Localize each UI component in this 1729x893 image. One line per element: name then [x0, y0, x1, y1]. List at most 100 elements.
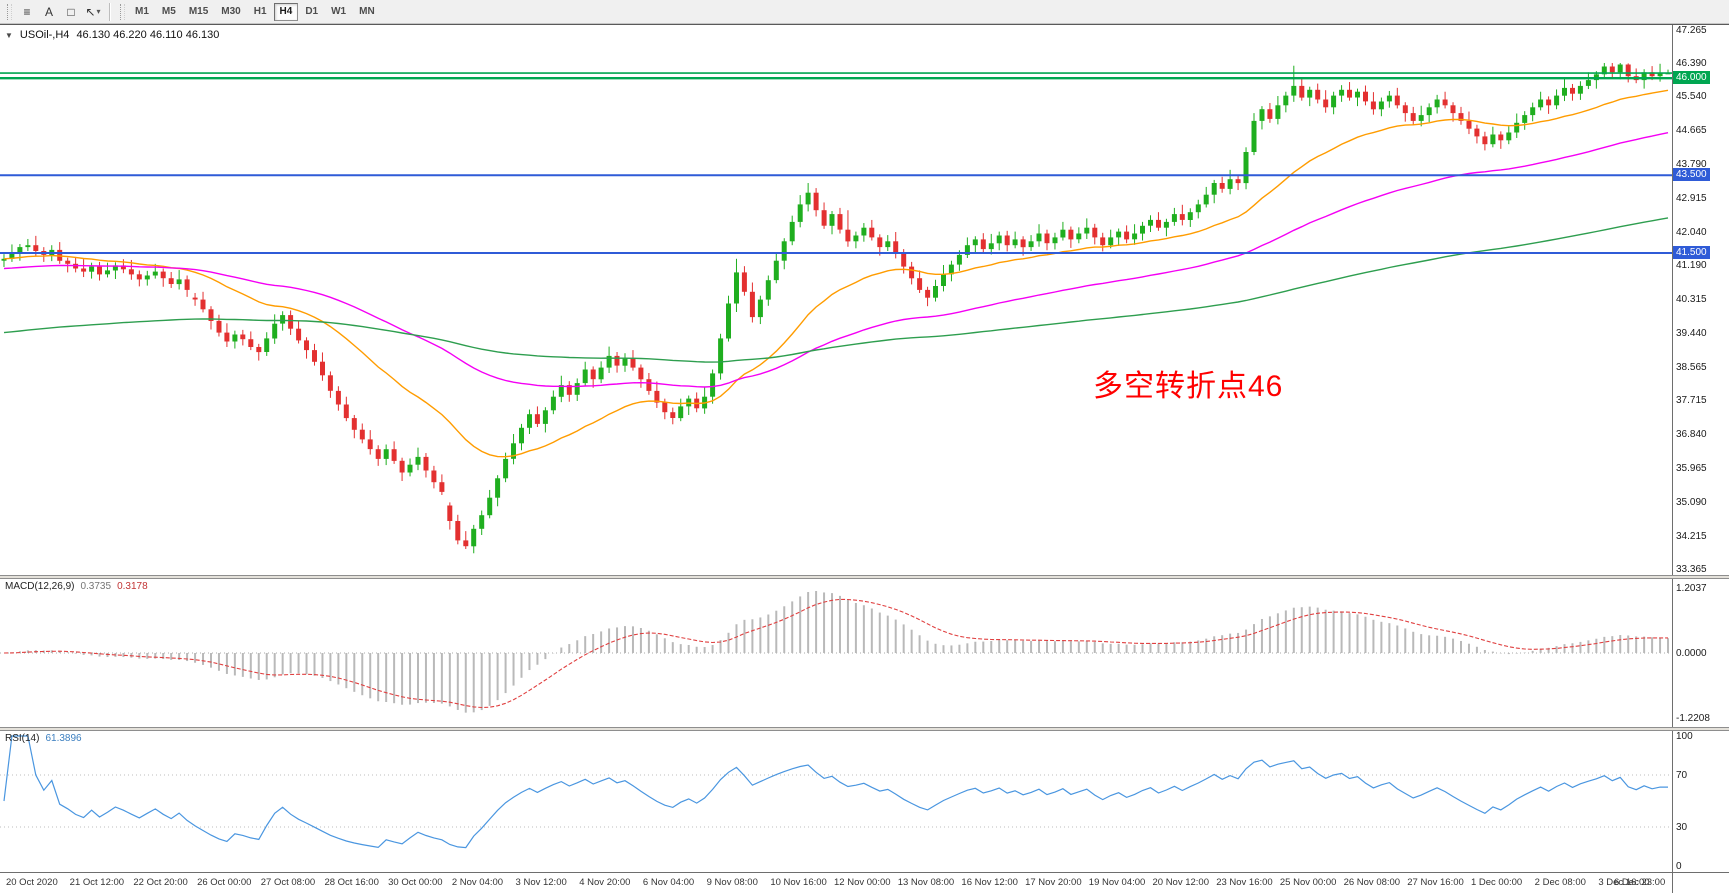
main-chart-canvas[interactable] [0, 25, 1672, 575]
arrow-tool-icon[interactable]: ↖ ▾ [85, 4, 101, 19]
macd-axis[interactable]: 1.2037 0.0000 -1.2208 [1672, 579, 1729, 727]
rsi-label: RSI(14) 61.3896 [5, 733, 82, 744]
price-line-badge: 41.500 [1673, 245, 1710, 259]
toolbar-grip-2[interactable] [120, 3, 125, 20]
price-tick-label: 43.790 [1676, 159, 1707, 170]
chart-title: ▼ USOil-,H4 46.130 46.220 46.110 46.130 [5, 29, 219, 41]
time-axis-label: 28 Oct 16:00 [324, 877, 379, 888]
macd-chart-canvas[interactable] [0, 579, 1672, 727]
rsi-value: 61.3896 [45, 733, 82, 744]
moving-averages-layer [3, 89, 1669, 458]
price-tick-label: 38.565 [1676, 361, 1707, 373]
chart-lines-icon[interactable]: ≡ [23, 4, 31, 19]
timeframe-button-M30[interactable]: M30 [221, 6, 241, 17]
time-axis-label: 19 Nov 04:00 [1088, 877, 1146, 888]
price-tick-label: 46.390 [1676, 57, 1707, 69]
time-axis-label: 3 Nov 12:00 [515, 877, 567, 888]
timeframe-button-D1[interactable]: D1 [305, 6, 319, 17]
price-tick-label: 35.965 [1676, 462, 1707, 474]
time-axis-label: 23 Nov 16:00 [1216, 877, 1273, 888]
time-axis-label: 17 Nov 20:00 [1025, 877, 1082, 888]
panel-splitter[interactable] [0, 575, 1729, 579]
time-axis-label: 26 Nov 08:00 [1343, 877, 1401, 888]
price-line-badge: 46.000 [1673, 71, 1710, 85]
time-axis-label: 2 Nov 04:00 [451, 877, 504, 888]
rsi-axis-label: 0 [1676, 861, 1682, 872]
price-tick-label: 33.365 [1676, 564, 1707, 575]
timeframe-button-MN[interactable]: MN [359, 6, 375, 17]
horizontal-lines-layer [0, 72, 1672, 254]
timeframes-toolbar: M1 M5 M15 M30 H1 H4 D1 W1 MN [129, 2, 381, 21]
time-axis[interactable]: 20 Oct 2020 21 Oct 12:00 22 Oct 20:00 26 Oc… [0, 872, 1729, 893]
toolbar-grip[interactable] [7, 3, 12, 20]
price-tick-label: 40.315 [1676, 294, 1707, 305]
time-axis-label: 2 Dec 08:00 [1534, 877, 1586, 888]
timeframe-button-H4[interactable]: H4 [273, 2, 299, 21]
dropdown-chevron-icon[interactable]: ▾ [96, 7, 101, 16]
rsi-axis-label: 70 [1676, 770, 1688, 781]
rsi-axis[interactable]: 100 70 30 0 [1672, 731, 1729, 872]
time-axis-label: 30 Oct 00:00 [388, 877, 443, 888]
price-tick-label: 45.540 [1676, 91, 1707, 102]
price-tick-label: 44.665 [1676, 125, 1707, 136]
panel-splitter-2[interactable] [0, 727, 1729, 731]
rsi-chart-canvas[interactable] [0, 731, 1672, 872]
text-tool-icon[interactable]: A [44, 4, 53, 19]
symbol-period-label: USOil-,H4 [19, 29, 70, 41]
time-axis-label: 25 Nov 00:00 [1279, 877, 1337, 888]
timeframe-button-M5[interactable]: M5 [161, 6, 176, 17]
rsi-axis-label: 100 [1676, 731, 1693, 742]
time-axis-label: 27 Nov 16:00 [1407, 877, 1464, 888]
chart-annotation-text: 多空转折点46 [1093, 370, 1284, 403]
main-price-panel: ▼ USOil-,H4 46.130 46.220 46.110 46.130 … [0, 25, 1729, 575]
time-axis-label: 6 Nov 04:00 [642, 877, 695, 888]
line-studies-toolbar: ≡ A □ ↖ ▾ [16, 2, 104, 22]
time-axis-label: 9 Nov 08:00 [706, 877, 758, 888]
chart-window: ▼ USOil-,H4 46.130 46.220 46.110 46.130 … [0, 24, 1729, 893]
price-tick-label: 34.215 [1676, 530, 1707, 542]
collapse-chart-icon[interactable]: ▼ [5, 30, 13, 40]
time-axis-label: 13 Nov 08:00 [897, 877, 955, 888]
timeframe-button-W1[interactable]: W1 [331, 6, 347, 17]
time-axis-label: 27 Oct 08:00 [260, 877, 316, 888]
ohlc-values: 46.130 46.220 46.110 46.130 [76, 29, 220, 41]
rectangle-tool-icon[interactable]: □ [67, 4, 75, 19]
rsi-axis-label: 30 [1676, 822, 1688, 833]
time-axis-label: 6 Dec 23:00 [1614, 877, 1666, 888]
macd-name: MACD(12,26,9) [5, 581, 75, 592]
time-axis-label: 10 Nov 16:00 [770, 877, 827, 888]
macd-signal-value: 0.3178 [117, 581, 148, 592]
time-axis-label: 26 Oct 00:00 [197, 877, 252, 888]
price-tick-label: 37.715 [1676, 395, 1707, 406]
price-tick-label: 42.040 [1676, 226, 1707, 238]
macd-main-value: 0.3735 [80, 581, 112, 592]
top-toolbar: ≡ A □ ↖ ▾ M1 M5 M15 M30 H1 H4 D1 W1 MN [0, 0, 1729, 24]
price-tick-label: 39.440 [1676, 327, 1707, 339]
macd-axis-label: 0.0000 [1676, 648, 1707, 659]
time-axis-label: 22 Oct 20:00 [133, 877, 188, 888]
macd-axis-label: 1.2037 [1676, 583, 1707, 594]
timeframe-button-H1[interactable]: H1 [253, 6, 267, 17]
axis-corner [1672, 873, 1729, 893]
time-axis-label: 20 Nov 12:00 [1152, 877, 1209, 888]
time-axis-label: 1 Dec 00:00 [1470, 877, 1523, 888]
timeframe-button-M1[interactable]: M1 [135, 6, 149, 17]
time-axis-label: 21 Oct 12:00 [69, 877, 125, 888]
rsi-name: RSI(14) [5, 733, 40, 744]
time-axis-label: 4 Nov 20:00 [579, 877, 631, 888]
macd-histogram-layer [10, 591, 1670, 713]
price-tick-label: 41.190 [1676, 260, 1707, 271]
price-axis[interactable]: 47.265 46.390 45.540 44.665 43.790 42.915 42.0… [1672, 25, 1729, 575]
price-tick-label: 35.090 [1676, 496, 1707, 508]
time-axis-label: 20 Oct 2020 [5, 877, 58, 888]
toolbar-separator [109, 2, 111, 21]
price-tick-label: 36.840 [1676, 429, 1707, 440]
time-axis-label: 3 Dec 16:00 [1598, 877, 1650, 888]
timeframe-button-M15[interactable]: M15 [188, 6, 209, 17]
time-axis-label: 12 Nov 00:00 [834, 877, 891, 888]
price-tick-label: 42.915 [1676, 192, 1707, 204]
price-line-badge: 43.500 [1673, 168, 1710, 182]
time-axis-label: 16 Nov 12:00 [961, 877, 1018, 888]
time-axis-labels: 20 Oct 2020 21 Oct 12:00 22 Oct 20:00 26 Oc… [0, 873, 1672, 893]
macd-label: MACD(12,26,9) 0.3735 0.3178 [5, 581, 148, 592]
